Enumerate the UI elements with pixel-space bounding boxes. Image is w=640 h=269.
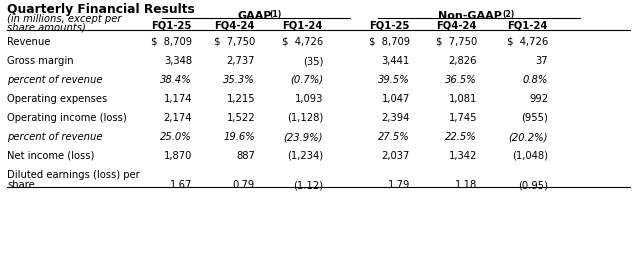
Text: 35.3%: 35.3% (223, 75, 255, 85)
Text: (1,128): (1,128) (287, 113, 323, 123)
Text: $  8,709: $ 8,709 (369, 37, 410, 47)
Text: (1): (1) (269, 10, 281, 19)
Text: share amounts): share amounts) (7, 23, 86, 33)
Text: percent of revenue: percent of revenue (7, 75, 102, 85)
Text: (0.95): (0.95) (518, 180, 548, 190)
Text: 992: 992 (529, 94, 548, 104)
Text: 38.4%: 38.4% (160, 75, 192, 85)
Text: percent of revenue: percent of revenue (7, 132, 102, 142)
Text: 36.5%: 36.5% (445, 75, 477, 85)
Text: 27.5%: 27.5% (378, 132, 410, 142)
Text: (1.12): (1.12) (293, 180, 323, 190)
Text: 1.79: 1.79 (388, 180, 410, 190)
Text: 19.6%: 19.6% (223, 132, 255, 142)
Text: 0.79: 0.79 (233, 180, 255, 190)
Text: 2,826: 2,826 (449, 56, 477, 66)
Text: (35): (35) (303, 56, 323, 66)
Text: Non-GAAP: Non-GAAP (438, 11, 502, 21)
Text: 887: 887 (236, 151, 255, 161)
Text: 2,394: 2,394 (381, 113, 410, 123)
Text: $  4,726: $ 4,726 (507, 37, 548, 47)
Text: 2,174: 2,174 (163, 113, 192, 123)
Text: 37: 37 (536, 56, 548, 66)
Text: 2,037: 2,037 (381, 151, 410, 161)
Text: FQ1-24: FQ1-24 (508, 21, 548, 31)
Text: $  4,726: $ 4,726 (282, 37, 323, 47)
Text: 0.8%: 0.8% (523, 75, 548, 85)
Text: 1.18: 1.18 (455, 180, 477, 190)
Text: share: share (7, 180, 35, 190)
Text: Gross margin: Gross margin (7, 56, 74, 66)
Text: 1,870: 1,870 (164, 151, 192, 161)
Text: $  7,750: $ 7,750 (214, 37, 255, 47)
Text: FQ4-24: FQ4-24 (214, 21, 255, 31)
Text: 1,342: 1,342 (449, 151, 477, 161)
Text: Revenue: Revenue (7, 37, 51, 47)
Text: $  7,750: $ 7,750 (436, 37, 477, 47)
Text: 1,522: 1,522 (227, 113, 255, 123)
Text: FQ1-25: FQ1-25 (370, 21, 410, 31)
Text: $  8,709: $ 8,709 (151, 37, 192, 47)
Text: 1,081: 1,081 (449, 94, 477, 104)
Text: 2,737: 2,737 (227, 56, 255, 66)
Text: (2): (2) (502, 10, 515, 19)
Text: FQ1-24: FQ1-24 (282, 21, 323, 31)
Text: (20.2%): (20.2%) (509, 132, 548, 142)
Text: (1,234): (1,234) (287, 151, 323, 161)
Text: 25.0%: 25.0% (160, 132, 192, 142)
Text: 22.5%: 22.5% (445, 132, 477, 142)
Text: 1,047: 1,047 (381, 94, 410, 104)
Text: Diluted earnings (loss) per: Diluted earnings (loss) per (7, 170, 140, 180)
Text: Operating expenses: Operating expenses (7, 94, 108, 104)
Text: (1,048): (1,048) (512, 151, 548, 161)
Text: FQ4-24: FQ4-24 (436, 21, 477, 31)
Text: 39.5%: 39.5% (378, 75, 410, 85)
Text: Quarterly Financial Results: Quarterly Financial Results (7, 3, 195, 16)
Text: 3,441: 3,441 (381, 56, 410, 66)
Text: Net income (loss): Net income (loss) (7, 151, 94, 161)
Text: 1,745: 1,745 (449, 113, 477, 123)
Text: 1,093: 1,093 (294, 94, 323, 104)
Text: (in millions, except per: (in millions, except per (7, 14, 122, 24)
Text: 1.67: 1.67 (170, 180, 192, 190)
Text: Operating income (loss): Operating income (loss) (7, 113, 127, 123)
Text: GAAP: GAAP (237, 11, 272, 21)
Text: (0.7%): (0.7%) (290, 75, 323, 85)
Text: (23.9%): (23.9%) (284, 132, 323, 142)
Text: 1,174: 1,174 (163, 94, 192, 104)
Text: FQ1-25: FQ1-25 (152, 21, 192, 31)
Text: (955): (955) (521, 113, 548, 123)
Text: 1,215: 1,215 (227, 94, 255, 104)
Text: 3,348: 3,348 (164, 56, 192, 66)
